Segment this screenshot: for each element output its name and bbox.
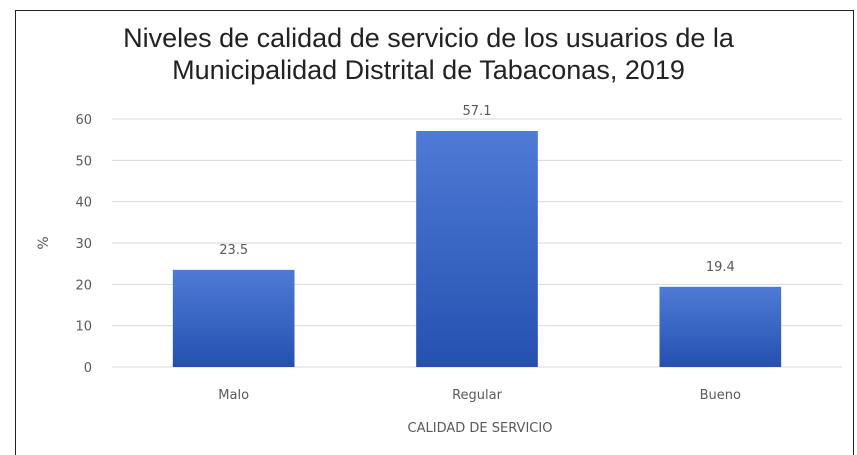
data-label-bueno: 19.4 — [706, 260, 735, 275]
y-tick-label: 0 — [84, 361, 92, 376]
y-tick-label: 30 — [75, 237, 92, 252]
chart-frame — [15, 10, 854, 455]
data-label-regular: 57.1 — [463, 104, 492, 119]
y-tick-label: 20 — [75, 278, 92, 293]
category-label-bueno: Bueno — [700, 388, 741, 403]
y-tick-labels: 0 10 20 30 40 50 60 — [75, 113, 92, 376]
y-tick-label: 60 — [75, 113, 92, 128]
category-label-regular: Regular — [452, 388, 503, 403]
y-tick-label: 10 — [75, 320, 92, 335]
bars — [172, 130, 782, 367]
x-axis-label: CALIDAD DE SERVICIO — [408, 421, 553, 436]
data-labels: 23.5 57.1 19.4 — [219, 104, 735, 275]
bar-regular — [416, 130, 538, 367]
category-label-malo: Malo — [218, 388, 249, 403]
bar-malo — [172, 269, 295, 367]
category-labels: Malo Regular Bueno — [218, 388, 741, 403]
chart-title: Niveles de calidad de servicio de los us… — [0, 22, 857, 86]
chart-title-line-1: Niveles de calidad de servicio de los us… — [123, 23, 734, 53]
y-tick-label: 40 — [75, 196, 92, 211]
bar-bueno — [659, 286, 782, 367]
y-tick-label: 50 — [75, 154, 92, 169]
data-label-malo: 23.5 — [219, 243, 248, 258]
chart-title-line-2: Municipalidad Distrital de Tabaconas, 20… — [172, 55, 685, 85]
y-axis-label: % — [36, 236, 52, 249]
